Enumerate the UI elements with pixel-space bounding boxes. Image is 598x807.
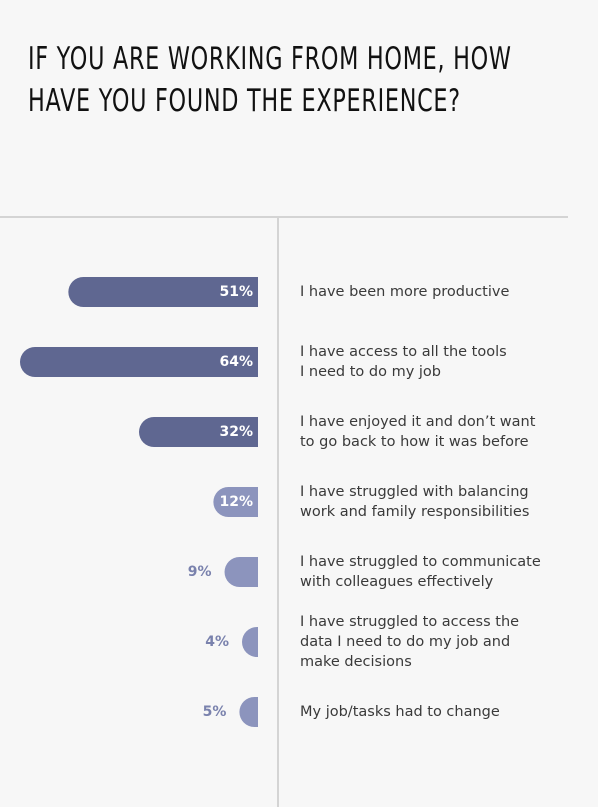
header-divider xyxy=(0,216,568,218)
bar-value-label: 5% xyxy=(203,704,227,720)
bar xyxy=(213,487,258,517)
bar xyxy=(20,347,258,377)
bar xyxy=(224,557,258,587)
bar xyxy=(242,627,258,657)
category-label-line: to go back to how it was before xyxy=(300,434,529,450)
category-label-line: I have struggled to access the xyxy=(300,614,519,630)
category-label-line: data I need to do my job and xyxy=(300,634,510,650)
category-label-line: I have access to all the tools xyxy=(300,344,507,360)
category-label: I have access to all the tools I need to … xyxy=(300,344,507,380)
chart-title: IF YOU ARE WORKING FROM HOME, HOW HAVE Y… xyxy=(28,41,512,119)
category-label-line: I need to do my job xyxy=(300,364,441,380)
category-label-line: I have struggled with balancing xyxy=(300,484,529,500)
category-label-line: I have enjoyed it and don’t want xyxy=(300,414,536,430)
axis-divider xyxy=(277,218,279,807)
category-label-line: work and family responsibilities xyxy=(300,504,529,520)
category-label-line: with colleagues effectively xyxy=(300,574,494,590)
category-label-line: make decisions xyxy=(300,654,412,670)
category-label: I have struggled with balancing work and … xyxy=(300,484,529,520)
category-label-line: I have been more productive xyxy=(300,284,509,300)
bar-value-label: 12% xyxy=(219,494,253,510)
bar-value-label: 64% xyxy=(219,354,253,370)
category-label: I have been more productive xyxy=(300,284,509,300)
bar-value-label: 51% xyxy=(219,284,253,300)
category-label: My job/tasks had to change xyxy=(300,704,500,720)
bar-value-label: 4% xyxy=(205,634,229,650)
bar xyxy=(139,417,258,447)
bar xyxy=(239,697,258,727)
category-label: I have struggled to access the data I nee… xyxy=(300,614,519,670)
bar-value-label: 32% xyxy=(219,424,253,440)
category-label: I have enjoyed it and don’t want to go ba… xyxy=(300,414,536,450)
bar-value-label: 9% xyxy=(188,564,212,580)
category-label: I have struggled to communicate with coll… xyxy=(300,554,541,590)
bar xyxy=(68,277,258,307)
category-label-line: My job/tasks had to change xyxy=(300,704,500,720)
category-label-line: I have struggled to communicate xyxy=(300,554,541,570)
